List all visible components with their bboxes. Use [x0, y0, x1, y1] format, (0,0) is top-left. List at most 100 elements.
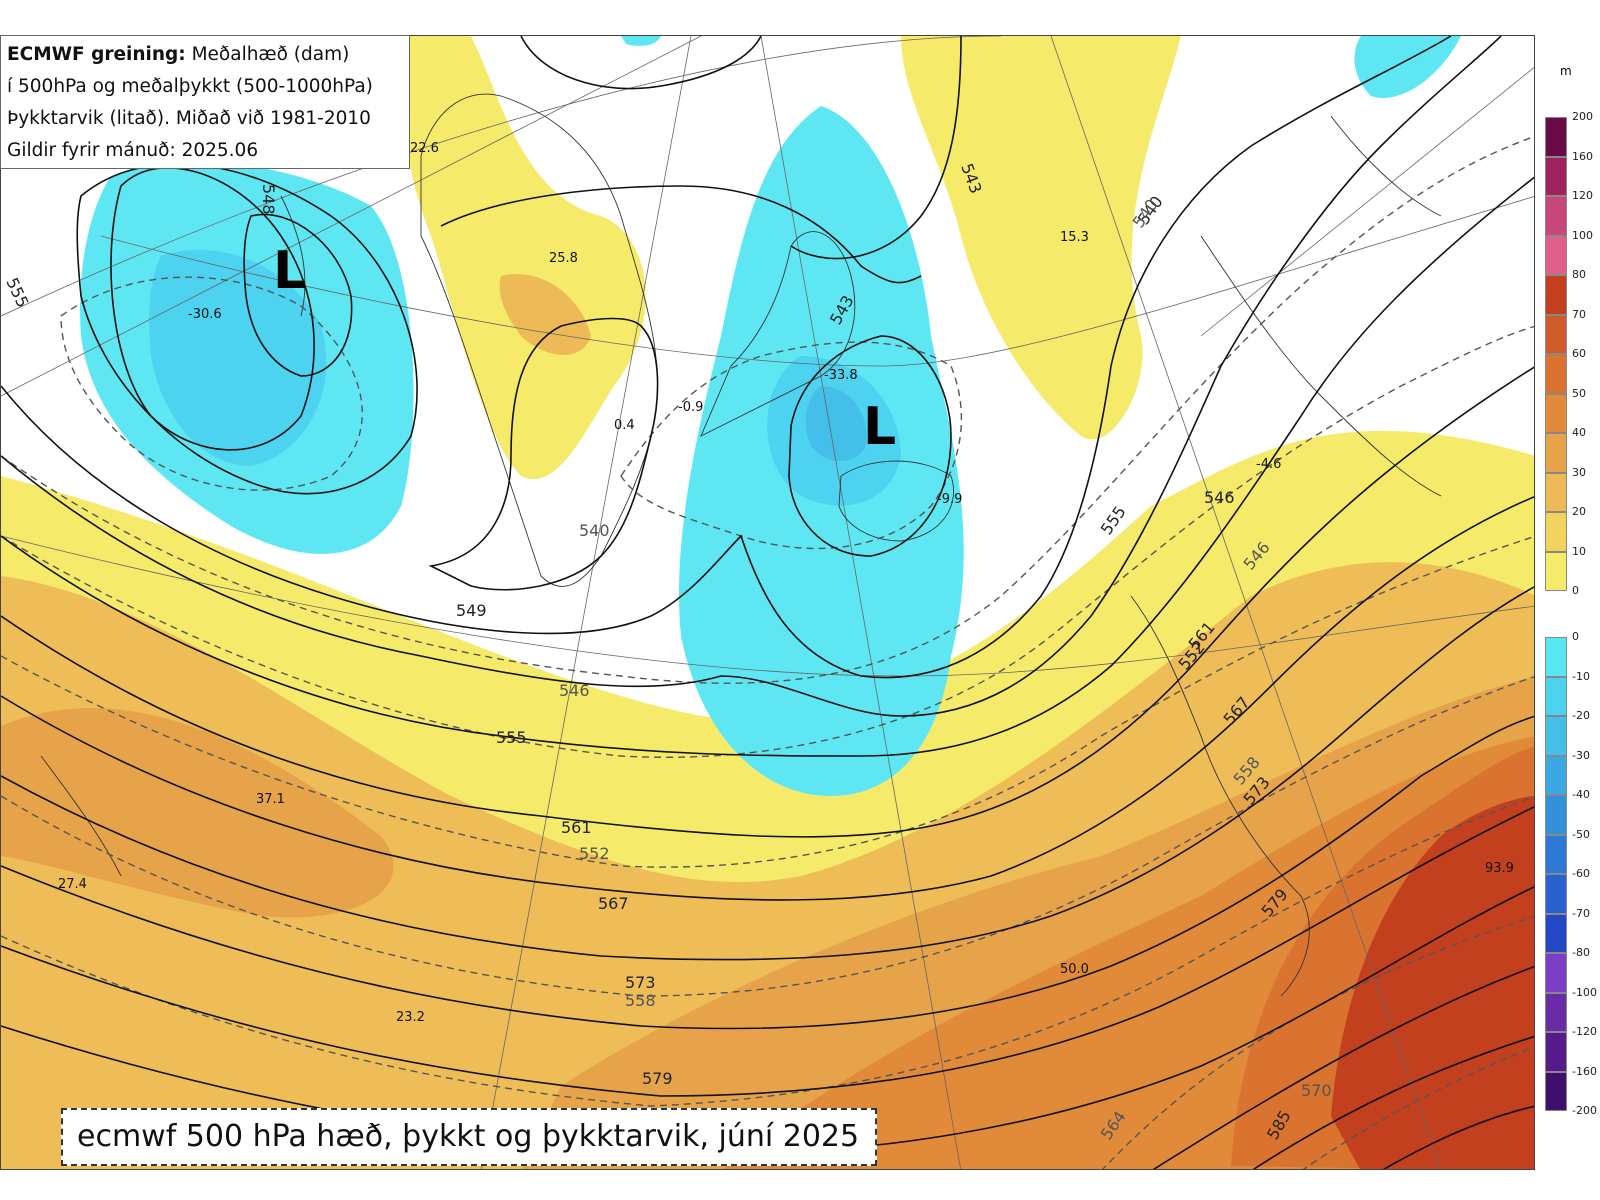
anomaly-field-cold-2c [805, 386, 867, 461]
contour-label: 555 [496, 728, 527, 747]
colorbar-segment [1545, 834, 1567, 874]
low-pressure-marker: L [273, 241, 306, 301]
info-line-4: Gildir fyrir mánuð: 2025.06 [7, 140, 259, 161]
anomaly-value: -9.9 [937, 492, 962, 507]
anomaly-values: -30.6 25.8 22.6 0.4 -0.9 -33.8 -9.9 15.3… [58, 141, 1514, 1025]
colorbar-tick-label: 100 [1572, 228, 1593, 242]
colorbar-segment [1545, 992, 1567, 1032]
colorbar-tick-label: 160 [1572, 149, 1593, 163]
colorbar-segment [1545, 874, 1567, 914]
anomaly-value: 27.4 [58, 877, 87, 892]
colorbar-tick-label: 40 [1572, 426, 1586, 439]
contour-label: 573 [625, 973, 656, 992]
colorbar-segment [1545, 472, 1567, 512]
anomaly-value: -33.8 [824, 368, 858, 383]
colorbar-tick-label: 30 [1572, 465, 1586, 479]
anomaly-field-cold-1b [149, 249, 327, 466]
colorbar-tick-label: -30 [1572, 748, 1590, 762]
anomaly-field-cold-3 [1354, 36, 1461, 98]
colorbar-tick-label: -70 [1572, 906, 1590, 920]
colorbar-segment [1545, 196, 1567, 236]
colorbar-tick-label: -20 [1572, 709, 1590, 722]
info-line-2: í 500hPa og meðalþykkt (500-1000hPa) [7, 76, 373, 97]
contour-label: 558 [625, 991, 656, 1010]
caption-box: ecmwf 500 hPa hæð, þykkt og þykktarvik, … [61, 1108, 877, 1166]
contour-label: 546 [1204, 488, 1235, 507]
colorbar-tick-label: 20 [1572, 505, 1586, 518]
anomaly-field-north-3 [499, 274, 591, 355]
coastlines [40, 93, 1442, 997]
colorbar-segment [1545, 716, 1567, 756]
anomaly-value: -4.6 [1256, 457, 1281, 472]
colorbar-tick-label: -200 [1572, 1104, 1597, 1117]
colorbar-segment [1545, 512, 1567, 552]
colorbar-tick-label: -100 [1572, 985, 1597, 999]
anomaly-value: -30.6 [188, 307, 222, 322]
colorbar-segment [1545, 117, 1567, 157]
height-contours [1, 36, 1534, 1169]
colorbar-tick-label: -40 [1572, 788, 1590, 801]
colorbar-segment [1545, 354, 1567, 394]
contour-label: 570 [1301, 1081, 1332, 1100]
colorbar-tick-label: -80 [1572, 946, 1590, 959]
anomaly-value: 0.4 [614, 418, 635, 433]
anomaly-value: 93.9 [1485, 861, 1514, 876]
colorbar-tick-label: 0 [1572, 584, 1579, 597]
map-info-box: ECMWF greining: Meðalhæð (dam) í 500hPa … [0, 35, 410, 169]
contour-label: 555 [2, 275, 32, 311]
colorbar-segment [1545, 1071, 1567, 1111]
colorbar-tick-label: 70 [1572, 307, 1586, 321]
colorbar-tick-label: 200 [1572, 110, 1593, 123]
anomaly-value: 25.8 [549, 251, 578, 266]
anomaly-value: 50.0 [1060, 962, 1089, 977]
contour-label: 549 [456, 601, 487, 620]
colorbar-segment [1545, 913, 1567, 953]
anomaly-field-40 [1, 708, 394, 918]
colorbar-segment [1545, 676, 1567, 716]
contour-label: 548 [259, 184, 278, 215]
colorbar-segment [1545, 156, 1567, 196]
colorbar-segment [1545, 393, 1567, 433]
contour-label: 567 [598, 894, 629, 913]
contour-label: 579 [642, 1069, 673, 1088]
colorbar-segment [1545, 235, 1567, 275]
colorbar-segment [1545, 275, 1567, 315]
colorbar-tick-label: -120 [1572, 1025, 1597, 1038]
colorbar-segment [1545, 953, 1567, 993]
low-pressure-marker: L [863, 397, 896, 457]
legend-unit: m [1560, 64, 1572, 78]
colorbar-tick-label: 10 [1572, 544, 1586, 558]
anomaly-field-cold-4 [621, 36, 661, 46]
colorbar-tick-label: 50 [1572, 386, 1586, 400]
colorbar-segment [1545, 795, 1567, 835]
colorbar-segment [1545, 1032, 1567, 1072]
contour-label: 546 [559, 681, 590, 700]
anomaly-field-north-2 [901, 36, 1181, 440]
colorbar-tick-label: -60 [1572, 867, 1590, 880]
anomaly-value: 23.2 [396, 1010, 425, 1025]
map-area: L L 549 555 561 567 573 579 585 543 540 … [0, 35, 1535, 1170]
anomaly-value: -0.9 [678, 400, 703, 415]
colorbar-tick-label: 60 [1572, 347, 1586, 360]
anomaly-value: 37.1 [256, 792, 285, 807]
anomaly-field-north-1 [400, 36, 646, 480]
info-line-1: ECMWF greining: Meðalhæð (dam) [7, 44, 350, 65]
colorbar-segment [1545, 755, 1567, 795]
colorbar-tick-label: -50 [1572, 827, 1590, 841]
anomaly-field-80 [1331, 796, 1534, 1169]
colorbar-segment [1545, 433, 1567, 473]
info-line-3: Þykktarvik (litað). Miðað við 1981-2010 [7, 108, 371, 129]
anomaly-value: 15.3 [1060, 230, 1089, 245]
colorbar-tick-label: 0 [1572, 630, 1579, 643]
colorbar-tick-label: -160 [1572, 1064, 1597, 1078]
colorbar-segment [1545, 314, 1567, 354]
colorbar-tick-label: 80 [1572, 268, 1586, 281]
colorbar-tick-label: -10 [1572, 669, 1590, 683]
colorbar-segment [1545, 637, 1567, 677]
contour-label: 561 [561, 818, 592, 837]
colorbar-tick-label: 120 [1572, 189, 1593, 202]
contour-label: 552 [579, 844, 610, 863]
colorbar-segment [1545, 551, 1567, 591]
contour-label: 540 [579, 521, 610, 540]
anomaly-value: 22.6 [410, 141, 439, 156]
